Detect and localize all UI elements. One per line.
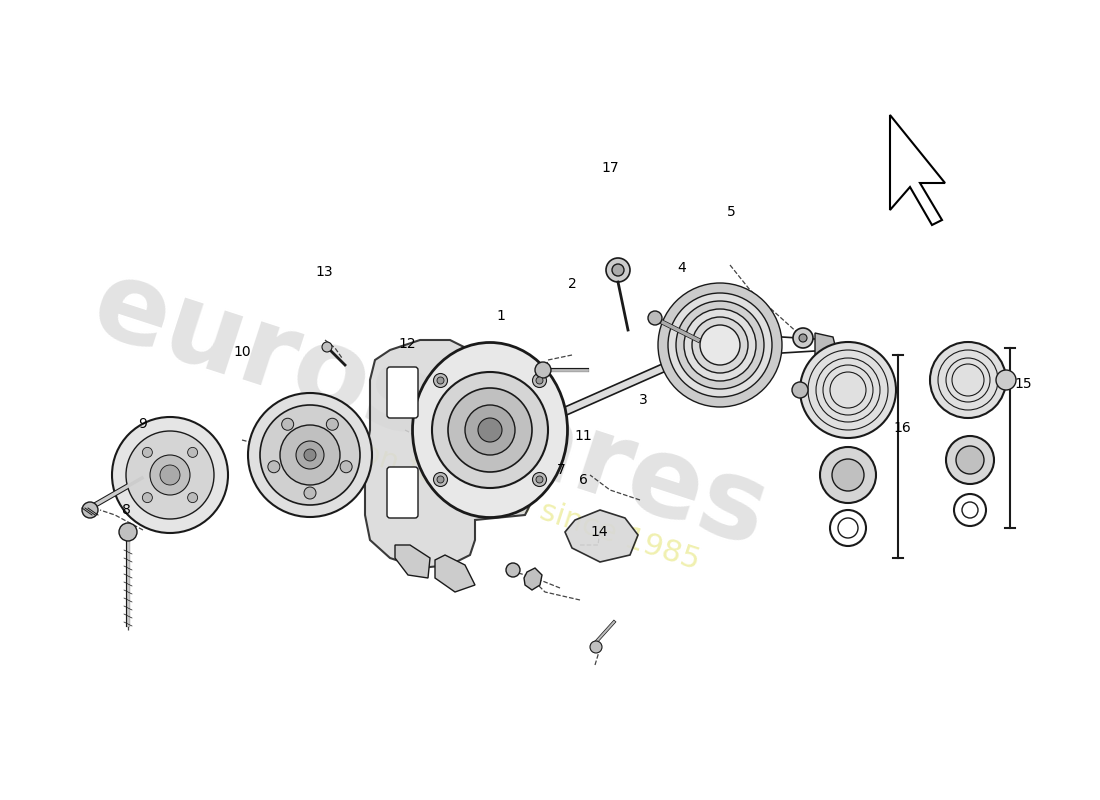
Circle shape — [304, 449, 316, 461]
Circle shape — [465, 405, 515, 455]
Text: 17: 17 — [602, 161, 619, 175]
Text: 9: 9 — [139, 417, 147, 431]
Text: eurospares: eurospares — [79, 250, 781, 570]
Circle shape — [799, 334, 807, 342]
Circle shape — [536, 377, 543, 384]
Circle shape — [322, 342, 332, 352]
Circle shape — [612, 264, 624, 276]
Circle shape — [956, 446, 984, 474]
Circle shape — [188, 447, 198, 458]
Text: 3: 3 — [639, 393, 648, 407]
Circle shape — [930, 342, 1007, 418]
Circle shape — [668, 293, 772, 397]
Circle shape — [676, 301, 764, 389]
Circle shape — [248, 393, 372, 517]
Text: 13: 13 — [316, 265, 333, 279]
Circle shape — [800, 342, 896, 438]
Circle shape — [793, 328, 813, 348]
Text: a passion for parts since 1985: a passion for parts since 1985 — [256, 405, 704, 575]
Text: 16: 16 — [893, 421, 911, 435]
Circle shape — [590, 641, 602, 653]
Circle shape — [946, 436, 994, 484]
Circle shape — [532, 374, 547, 387]
Circle shape — [478, 418, 502, 442]
Circle shape — [150, 455, 190, 495]
Circle shape — [606, 258, 630, 282]
Circle shape — [142, 447, 153, 458]
Circle shape — [433, 374, 448, 387]
Circle shape — [692, 317, 748, 373]
Text: 15: 15 — [1014, 377, 1032, 391]
Circle shape — [820, 447, 876, 503]
Circle shape — [700, 325, 740, 365]
Circle shape — [535, 362, 551, 378]
Text: 10: 10 — [233, 345, 251, 359]
Circle shape — [996, 370, 1016, 390]
Circle shape — [260, 405, 360, 505]
Circle shape — [327, 418, 339, 430]
Circle shape — [437, 476, 444, 483]
Text: 14: 14 — [591, 525, 608, 539]
Text: 1: 1 — [496, 309, 505, 323]
Circle shape — [188, 493, 198, 502]
Circle shape — [112, 417, 228, 533]
Text: 5: 5 — [727, 205, 736, 219]
Text: 6: 6 — [579, 473, 587, 487]
Text: 7: 7 — [557, 463, 565, 478]
Polygon shape — [524, 568, 542, 590]
Circle shape — [119, 523, 138, 541]
Circle shape — [684, 309, 756, 381]
Circle shape — [282, 418, 294, 430]
Circle shape — [433, 473, 448, 486]
Circle shape — [82, 502, 98, 518]
Text: 11: 11 — [574, 429, 592, 443]
Polygon shape — [453, 342, 716, 464]
Circle shape — [142, 493, 153, 502]
Circle shape — [280, 425, 340, 485]
Text: 12: 12 — [398, 337, 416, 351]
Circle shape — [340, 461, 352, 473]
Circle shape — [432, 372, 548, 488]
FancyBboxPatch shape — [387, 467, 418, 518]
Circle shape — [792, 382, 808, 398]
Circle shape — [658, 283, 782, 407]
Circle shape — [296, 441, 324, 469]
Circle shape — [448, 388, 532, 472]
Ellipse shape — [412, 342, 568, 518]
Circle shape — [304, 487, 316, 499]
Text: 4: 4 — [678, 261, 686, 275]
Circle shape — [268, 461, 279, 473]
Polygon shape — [395, 545, 430, 578]
Circle shape — [532, 473, 547, 486]
FancyBboxPatch shape — [387, 367, 418, 418]
Circle shape — [832, 459, 864, 491]
Circle shape — [126, 431, 214, 519]
Polygon shape — [565, 510, 638, 562]
Text: 2: 2 — [568, 277, 576, 291]
Circle shape — [536, 476, 543, 483]
Circle shape — [648, 311, 662, 325]
Polygon shape — [815, 333, 835, 357]
Polygon shape — [434, 555, 475, 592]
Circle shape — [437, 377, 444, 384]
Circle shape — [160, 465, 180, 485]
Circle shape — [506, 563, 520, 577]
Text: 8: 8 — [122, 503, 131, 518]
Polygon shape — [365, 340, 530, 568]
